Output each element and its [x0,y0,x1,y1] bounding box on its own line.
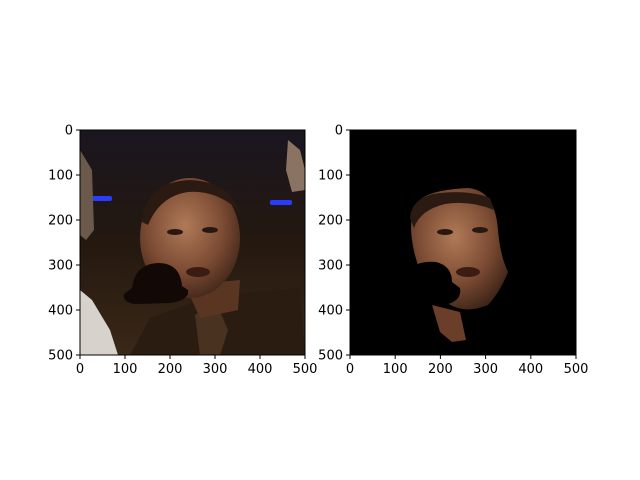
right-x-tick-label: 400 [518,362,543,377]
right-y-tick-label: 300 [318,259,343,274]
right-y-tick-label: 500 [318,349,343,364]
right-x-tick-label: 500 [564,362,589,377]
right-y-tick-label: 400 [318,304,343,319]
left-photo [80,130,305,355]
left-x-tick-label: 500 [293,362,318,377]
right-x-tick-label: 200 [428,362,453,377]
left-y-tick-label: 100 [48,169,73,184]
left-y-tick-label: 300 [48,259,73,274]
left-y-tick-label: 500 [48,349,73,364]
right-x-tick-label: 300 [473,362,498,377]
left-y-tick-label: 0 [65,124,73,139]
right-axes-frame [349,129,577,356]
left-x-tick-label: 0 [76,362,84,377]
left-x-tick-label: 100 [113,362,138,377]
left-y-tick-label: 400 [48,304,73,319]
left-axes-frame [79,129,306,356]
left-x-tick-label: 400 [248,362,273,377]
right-mask [350,130,576,355]
right-y-tick-label: 200 [318,214,343,229]
left-x-tick-label: 300 [203,362,228,377]
right-y-tick-label: 100 [318,169,343,184]
right-x-tick-label: 100 [383,362,408,377]
left-x-tick-label: 200 [158,362,183,377]
right-x-tick-label: 0 [346,362,354,377]
left-y-tick-label: 200 [48,214,73,229]
right-y-tick-label: 0 [335,124,343,139]
